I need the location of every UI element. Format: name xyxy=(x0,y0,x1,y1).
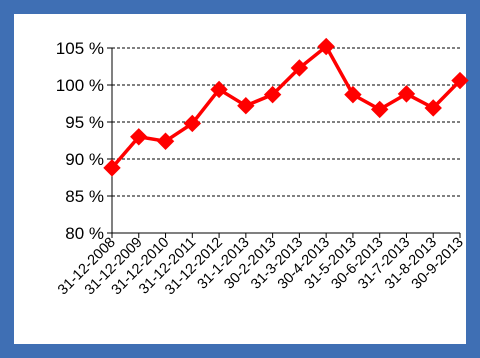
series-line xyxy=(110,43,462,170)
y-tick-label: 95 % xyxy=(65,113,104,132)
data-point xyxy=(183,114,202,133)
data-point xyxy=(290,59,309,77)
y-tick-label: 105 % xyxy=(56,39,104,58)
axis-layer xyxy=(107,47,461,238)
y-tick-label: 100 % xyxy=(56,76,104,95)
data-point xyxy=(237,97,255,115)
data-point xyxy=(103,159,121,177)
data-point xyxy=(451,71,469,90)
data-point xyxy=(317,37,335,56)
data-point xyxy=(130,128,148,146)
y-tick-label: 80 % xyxy=(65,224,104,243)
y-tick-label: 85 % xyxy=(65,187,104,206)
data-point xyxy=(424,99,442,117)
y-axis-ticks: 80 % 85 % 90 % 95 % 100 % 105 % xyxy=(56,39,104,243)
data-point xyxy=(156,132,175,150)
series-layer xyxy=(103,37,469,177)
data-point xyxy=(370,100,389,119)
data-point xyxy=(344,85,362,104)
data-point xyxy=(210,80,228,99)
chart-panel xyxy=(14,14,466,344)
grid-layer xyxy=(112,47,460,197)
data-point xyxy=(263,85,282,104)
data-point xyxy=(397,85,416,103)
y-tick-label: 90 % xyxy=(65,150,104,169)
x-axis-ticks: 31-12-200831-12-200931-12-201031-12-2011… xyxy=(55,235,467,299)
